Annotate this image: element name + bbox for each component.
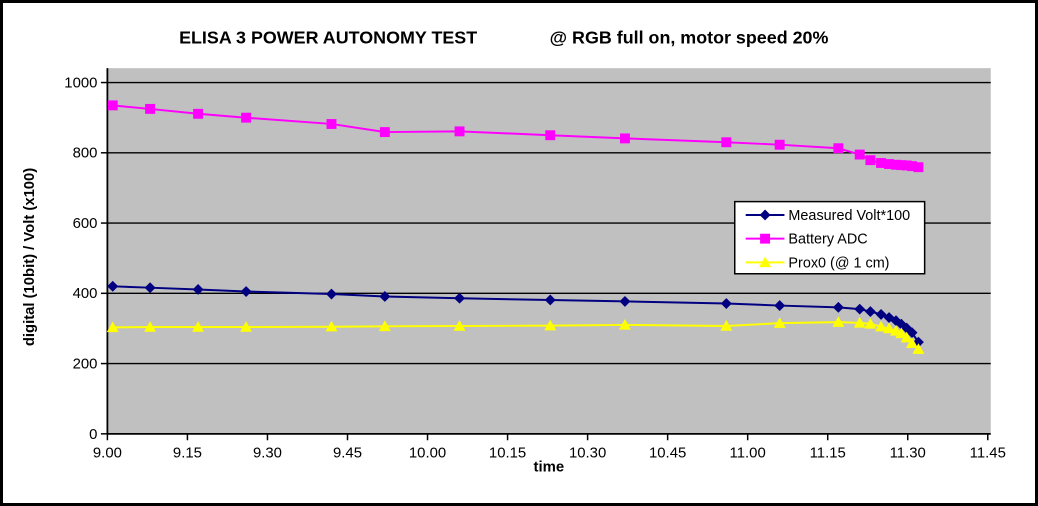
- series-0-marker-11: [832, 301, 844, 313]
- legend-marker-1: [760, 233, 771, 244]
- series-1-marker-15: [884, 159, 895, 169]
- x-tick-label-2: 9.30: [253, 446, 282, 462]
- series-1-marker-12: [854, 149, 865, 160]
- y-tick-label-0: 0: [89, 427, 97, 443]
- series-1-marker-16: [891, 159, 901, 170]
- x-tick-label-11: 11.45: [970, 446, 1006, 462]
- series-1-marker-7: [545, 130, 556, 141]
- series-1-marker-2: [193, 108, 204, 119]
- series-0-marker-14: [875, 308, 887, 320]
- series-1-marker-19: [907, 161, 917, 172]
- series-1-marker-17: [896, 160, 907, 171]
- series-2-marker-2: [192, 321, 205, 332]
- series-0-marker-2: [192, 284, 204, 295]
- series-1-marker-20: [913, 162, 924, 173]
- series-0-marker-12: [854, 303, 866, 315]
- series-1-marker-11: [833, 143, 844, 154]
- legend-label-0: Measured Volt*100: [788, 208, 910, 224]
- x-tick-label-5: 10.15: [489, 446, 526, 462]
- y-tick-label-200: 200: [73, 357, 98, 373]
- plot-layer: 0 200 400 600 800 1000 9.00 9.15 9.30 9.45 10.00 10…: [64, 68, 1006, 462]
- series-2-marker-4: [325, 320, 338, 332]
- series-2-marker-13: [864, 317, 877, 329]
- x-tick-label-8: 11.00: [730, 446, 766, 462]
- series-2-marker-5: [378, 320, 391, 332]
- series-2-marker-7: [544, 319, 557, 331]
- series-2-marker-20: [912, 343, 925, 354]
- series-1-marker-14: [876, 158, 887, 168]
- series-1-marker-9: [721, 137, 732, 148]
- x-tick-label-1: 9.15: [173, 446, 202, 462]
- series-1-marker-1: [145, 103, 156, 114]
- y-axis-title: digital (10bit) / Volt (x100): [22, 168, 38, 346]
- y-tick-label-800: 800: [73, 146, 98, 162]
- series-2-marker-17: [895, 327, 908, 339]
- legend-label-2: Prox0 (@ 1 cm): [788, 255, 889, 271]
- series-2-marker-12: [853, 316, 866, 328]
- series-1-marker-4: [326, 119, 337, 129]
- y-tick-label-1000: 1000: [64, 76, 97, 92]
- series-1-marker-13: [865, 155, 876, 166]
- legend-label-1: Battery ADC: [788, 232, 867, 248]
- series-1-marker-3: [241, 112, 252, 123]
- series-2-marker-6: [453, 320, 466, 331]
- series-0-marker-9: [720, 298, 732, 309]
- series-0-marker-7: [544, 294, 556, 306]
- y-tick-label-400: 400: [73, 286, 98, 302]
- series-0-marker-3: [240, 286, 252, 297]
- x-tick-label-4: 10.00: [409, 446, 446, 462]
- series-1-marker-10: [774, 139, 785, 150]
- x-tick-label-0: 9.00: [93, 446, 122, 462]
- series-2-marker-0: [106, 321, 119, 333]
- x-tick-label-10: 11.30: [890, 446, 926, 462]
- series-1-marker-5: [379, 127, 390, 138]
- x-axis-title: time: [533, 459, 564, 475]
- series-0-marker-4: [326, 288, 337, 300]
- chart-canvas: 0 200 400 600 800 1000 9.00 9.15 9.30 9.45 10.00 10…: [22, 28, 1006, 476]
- chart-title: ELISA 3 POWER AUTONOMY TEST: [179, 28, 477, 48]
- x-tick-label-9: 11.15: [810, 446, 846, 462]
- chart-subtitle: @ RGB full on, motor speed 20%: [550, 28, 829, 48]
- series-2-marker-10: [773, 317, 786, 328]
- series-2-marker-19: [906, 337, 918, 348]
- legend-marker-2: [759, 256, 772, 268]
- series-2-marker-11: [832, 316, 845, 327]
- series-2-marker-1: [144, 321, 157, 332]
- series-2-marker-18: [900, 331, 913, 343]
- series-2-marker-15: [883, 322, 896, 334]
- series-2-marker-3: [240, 321, 253, 332]
- series-1-marker-8: [619, 133, 630, 144]
- legend-marker-0: [759, 209, 771, 221]
- y-tick-label-600: 600: [73, 216, 98, 232]
- series-2-marker-14: [875, 320, 888, 332]
- series-2-marker-8: [618, 319, 631, 330]
- x-tick-label-3: 9.45: [333, 446, 362, 462]
- series-1-marker-6: [454, 126, 465, 137]
- x-tick-label-6: 10.30: [569, 446, 606, 462]
- series-1-marker-0: [107, 100, 118, 111]
- series-1-marker-18: [901, 160, 912, 171]
- x-tick-label-7: 10.45: [649, 446, 686, 462]
- series-2-marker-9: [720, 320, 733, 331]
